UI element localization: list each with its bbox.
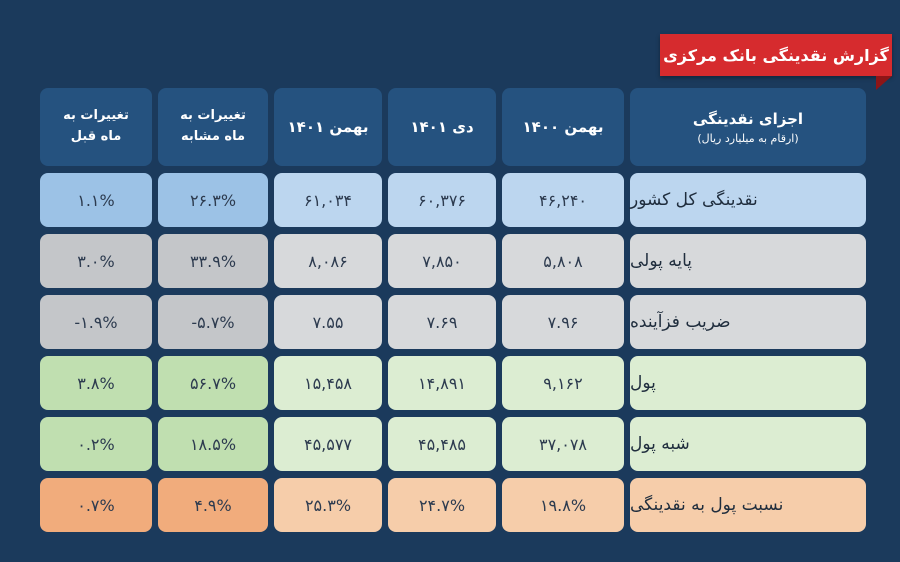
cell-change-yoy-text: ۲۶.۳%	[189, 190, 237, 210]
cell-change-yoy-text: ۵۶.۷%	[189, 373, 237, 393]
row-label-text: پول	[630, 373, 656, 393]
cell-bahman-1400-text: ۳۷,۰۷۸	[538, 434, 588, 454]
header-dey-1401: دی ۱۴۰۱	[388, 88, 496, 166]
cell-change-mom-text: ۳.۸%	[77, 373, 115, 393]
cell-change-mom: ۳.۸%	[40, 356, 152, 410]
cell-bahman-1400-text: ۹,۱۶۲	[543, 373, 583, 393]
row-label-text: نسبت پول به نقدینگی	[630, 495, 784, 515]
row-label: پایه پولی	[630, 234, 866, 288]
cell-dey-1401-text: ۷.۶۹	[426, 312, 458, 332]
header-change-yoy-line2: ماه مشابه	[180, 129, 246, 144]
cell-dey-1401-text: ۷,۸۵۰	[422, 251, 462, 271]
header-bahman-1401-label: بهمن ۱۴۰۱	[287, 118, 369, 136]
header-dey-1401-label: دی ۱۴۰۱	[410, 118, 474, 136]
cell-bahman-1401-text: ۷.۵۵	[312, 312, 344, 332]
row-label-text: نقدینگی کل کشور	[630, 190, 758, 210]
header-bahman-1401: بهمن ۱۴۰۱	[274, 88, 382, 166]
cell-change-yoy-text: ۳۳.۹%	[189, 251, 237, 271]
row-label: پول	[630, 356, 866, 410]
cell-change-mom-text: -۱.۹%	[74, 312, 118, 332]
cell-bahman-1400-text: ۵,۸۰۸	[543, 251, 583, 271]
header-component: اجزای نقدینگی (ارقام به میلیارد ریال)	[630, 88, 866, 166]
row-label-text: ضریب فزآینده	[630, 312, 731, 332]
cell-change-yoy: ۱۸.۵%	[158, 417, 268, 471]
report-title-ribbon: گزارش نقدینگی بانک مرکزی	[660, 34, 892, 76]
cell-change-yoy-text: -۵.۷%	[191, 312, 235, 332]
cell-change-mom-text: ۰.۷%	[77, 495, 115, 515]
cell-change-mom: ۰.۲%	[40, 417, 152, 471]
cell-change-yoy: ۳۳.۹%	[158, 234, 268, 288]
cell-change-yoy-text: ۱۸.۵%	[189, 434, 237, 454]
cell-bahman-1401: ۱۵,۴۵۸	[274, 356, 382, 410]
cell-dey-1401: ۱۴,۸۹۱	[388, 356, 496, 410]
header-change-yoy-line1: تغییرات به	[180, 108, 246, 124]
cell-bahman-1401: ۶۱,۰۳۴	[274, 173, 382, 227]
cell-bahman-1401: ۸,۰۸۶	[274, 234, 382, 288]
cell-change-mom-text: ۰.۲%	[77, 434, 115, 454]
liquidity-table: تغییرات به ماه قبل تغییرات به ماه مشابه …	[40, 88, 866, 532]
cell-dey-1401-text: ۴۵,۴۸۵	[417, 434, 467, 454]
header-bahman-1400: بهمن ۱۴۰۰	[502, 88, 624, 166]
cell-bahman-1401-text: ۸,۰۸۶	[308, 251, 348, 271]
cell-bahman-1400: ۴۶,۲۴۰	[502, 173, 624, 227]
cell-bahman-1401-text: ۱۵,۴۵۸	[303, 373, 353, 393]
header-change-yoy: تغییرات به ماه مشابه	[158, 88, 268, 166]
cell-change-mom-text: ۱.۱%	[77, 190, 115, 210]
cell-change-yoy: -۵.۷%	[158, 295, 268, 349]
cell-change-yoy-text: ۴.۹%	[194, 495, 232, 515]
cell-dey-1401: ۷.۶۹	[388, 295, 496, 349]
row-label-text: پایه پولی	[630, 251, 693, 271]
ribbon-fold	[876, 76, 892, 90]
cell-bahman-1400-text: ۷.۹۶	[547, 312, 579, 332]
cell-bahman-1400: ۱۹.۸%	[502, 478, 624, 532]
cell-dey-1401-text: ۶۰,۳۷۶	[417, 190, 467, 210]
cell-dey-1401: ۲۴.۷%	[388, 478, 496, 532]
cell-bahman-1401-text: ۶۱,۰۳۴	[303, 190, 353, 210]
cell-dey-1401: ۶۰,۳۷۶	[388, 173, 496, 227]
cell-dey-1401: ۴۵,۴۸۵	[388, 417, 496, 471]
cell-change-mom: ۰.۷%	[40, 478, 152, 532]
header-change-mom-line2: ماه قبل	[70, 129, 122, 144]
report-title: گزارش نقدینگی بانک مرکزی	[663, 45, 889, 65]
row-label-text: شبه پول	[630, 434, 690, 454]
cell-bahman-1400: ۷.۹۶	[502, 295, 624, 349]
cell-bahman-1401: ۷.۵۵	[274, 295, 382, 349]
cell-dey-1401-text: ۱۴,۸۹۱	[417, 373, 467, 393]
header-component-note: (ارقام به میلیارد ریال)	[697, 131, 799, 145]
row-label: شبه پول	[630, 417, 866, 471]
cell-bahman-1400: ۵,۸۰۸	[502, 234, 624, 288]
cell-bahman-1400-text: ۴۶,۲۴۰	[538, 190, 588, 210]
row-label: نسبت پول به نقدینگی	[630, 478, 866, 532]
cell-dey-1401: ۷,۸۵۰	[388, 234, 496, 288]
cell-change-yoy: ۵۶.۷%	[158, 356, 268, 410]
cell-bahman-1400: ۹,۱۶۲	[502, 356, 624, 410]
cell-bahman-1401: ۴۵,۵۷۷	[274, 417, 382, 471]
header-change-mom-line1: تغییرات به	[63, 108, 129, 124]
cell-change-mom: ۳.۰%	[40, 234, 152, 288]
cell-change-mom: ۱.۱%	[40, 173, 152, 227]
header-component-label: اجزای نقدینگی	[692, 109, 804, 128]
row-label: ضریب فزآینده	[630, 295, 866, 349]
cell-change-mom-text: ۳.۰%	[77, 251, 115, 271]
cell-bahman-1401: ۲۵.۳%	[274, 478, 382, 532]
cell-bahman-1400-text: ۱۹.۸%	[539, 495, 587, 515]
cell-bahman-1401-text: ۲۵.۳%	[304, 495, 352, 515]
header-bahman-1400-label: بهمن ۱۴۰۰	[522, 118, 604, 136]
cell-bahman-1401-text: ۴۵,۵۷۷	[303, 434, 353, 454]
cell-change-yoy: ۲۶.۳%	[158, 173, 268, 227]
cell-bahman-1400: ۳۷,۰۷۸	[502, 417, 624, 471]
header-change-mom: تغییرات به ماه قبل	[40, 88, 152, 166]
row-label: نقدینگی کل کشور	[630, 173, 866, 227]
cell-change-yoy: ۴.۹%	[158, 478, 268, 532]
cell-change-mom: -۱.۹%	[40, 295, 152, 349]
cell-dey-1401-text: ۲۴.۷%	[418, 495, 466, 515]
